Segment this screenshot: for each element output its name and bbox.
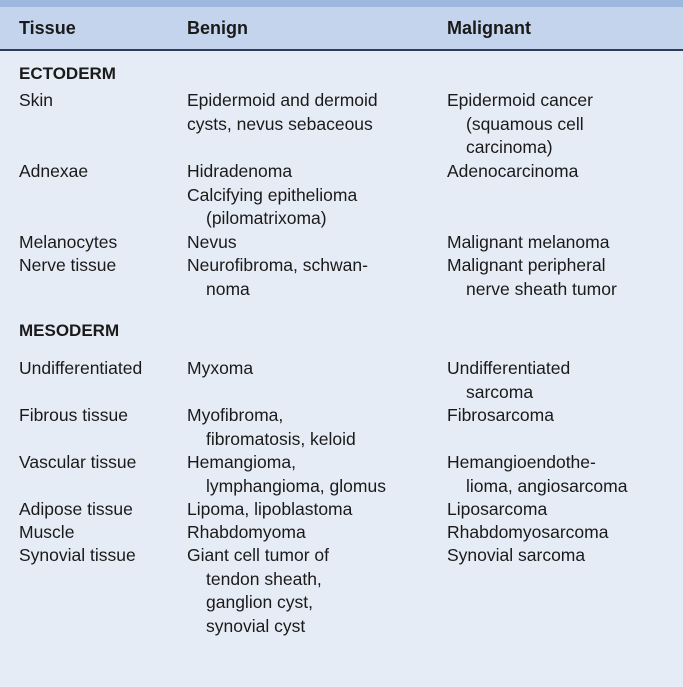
- cell-malignant: Synovial sarcoma: [447, 544, 677, 568]
- cell-malignant: Undifferentiated sarcoma: [447, 357, 677, 404]
- cell-tissue: Vascular tissue: [19, 451, 187, 475]
- cell-benign: Giant cell tumor of tendon sheath, gangl…: [187, 544, 445, 638]
- cell-line: tendon sheath,: [206, 568, 322, 589]
- cell-tissue: Melanocytes: [19, 231, 187, 255]
- cell-malignant: Epidermoid cancer (squamous cell carcino…: [447, 89, 677, 160]
- cell-line: Rhabdomyosarcoma: [447, 522, 609, 542]
- cell-line: Hemangioma,: [187, 452, 296, 472]
- cell-line: Epidermoid cancer: [447, 90, 593, 110]
- cell-line: Synovial tissue: [19, 545, 136, 565]
- cell-line: (pilomatrixoma): [206, 208, 327, 228]
- cell-line: Melanocytes: [19, 232, 118, 252]
- cell-line: sarcoma: [466, 381, 534, 402]
- cell-line: Fibrosarcoma: [447, 405, 554, 425]
- cell-tissue: Synovial tissue: [19, 544, 187, 568]
- cell-tissue: Nerve tissue: [19, 254, 187, 278]
- cell-line: cysts, nevus sebaceous: [187, 113, 373, 134]
- cell-tissue: Muscle: [19, 521, 187, 545]
- cell-line: Neurofibroma, schwan-: [187, 255, 368, 275]
- cell-line: Nerve tissue: [19, 255, 117, 275]
- cell-line: (squamous cell: [466, 113, 584, 134]
- cell-benign: Hemangioma, lymphangioma, glomus: [187, 451, 445, 498]
- header-rule: [0, 49, 683, 51]
- section-ectoderm: ECTODERM: [19, 64, 116, 83]
- cell-malignant: Malignant melanoma: [447, 231, 677, 255]
- cell-line: Hemangioendothe-: [447, 452, 596, 472]
- cell-malignant: Rhabdomyosarcoma: [447, 521, 677, 545]
- cell-line: nerve sheath tumor: [466, 278, 617, 299]
- cell-line: Synovial sarcoma: [447, 545, 586, 565]
- cell-line: Giant cell tumor of: [187, 545, 329, 565]
- cell-benign: Myxoma: [187, 357, 445, 381]
- cell-malignant: Adenocarcinoma: [447, 160, 677, 184]
- cell-line: Myofibroma,: [187, 405, 284, 425]
- cell-benign: Lipoma, lipoblastoma: [187, 498, 445, 522]
- cell-line: Hidradenoma: [187, 161, 293, 181]
- header-benign: Benign: [187, 18, 248, 38]
- cell-line: Adnexae: [19, 161, 89, 181]
- cell-malignant: Fibrosarcoma: [447, 404, 677, 428]
- cell-line: ganglion cyst,: [206, 592, 314, 612]
- cell-line: Malignant melanoma: [447, 232, 610, 252]
- table-header: Tissue Benign Malignant: [0, 7, 683, 49]
- cell-line: Vascular tissue: [19, 452, 137, 472]
- cell-line: fibromatosis, keloid: [206, 428, 356, 449]
- cell-benign: Hidradenoma Calcifying epithelioma (pilo…: [187, 160, 445, 231]
- cell-benign: Neurofibroma, schwan- noma: [187, 254, 445, 301]
- cell-line: Nevus: [187, 232, 237, 252]
- cell-line: Skin: [19, 90, 54, 110]
- cell-line: Undifferentiated: [447, 358, 571, 378]
- cell-line: lymphangioma, glomus: [206, 475, 386, 496]
- cell-line: Epidermoid and dermoid: [187, 90, 378, 110]
- cell-line: Liposarcoma: [447, 499, 548, 519]
- cell-malignant: Hemangioendothe- lioma, angiosarcoma: [447, 451, 677, 498]
- cell-tissue: Adipose tissue: [19, 498, 187, 522]
- top-accent-bar: [0, 0, 683, 7]
- cell-line: Undifferentiated: [19, 358, 143, 378]
- header-tissue: Tissue: [19, 18, 76, 38]
- cell-line: Myxoma: [187, 358, 254, 378]
- cell-line: Rhabdomyoma: [187, 522, 306, 542]
- cell-tissue: Adnexae: [19, 160, 187, 184]
- cell-line: synovial cyst: [206, 615, 306, 636]
- cell-benign: Epidermoid and dermoid cysts, nevus seba…: [187, 89, 445, 136]
- cell-line: Muscle: [19, 522, 75, 542]
- cell-tissue: Skin: [19, 89, 187, 113]
- cell-line: Malignant peripheral: [447, 255, 606, 275]
- section-mesoderm: MESODERM: [19, 321, 120, 340]
- header-malignant: Malignant: [447, 18, 531, 38]
- cell-line: Fibrous tissue: [19, 405, 128, 425]
- cell-benign: Rhabdomyoma: [187, 521, 445, 545]
- cell-line: Lipoma, lipoblastoma: [187, 499, 353, 519]
- cell-line: carcinoma): [466, 137, 553, 157]
- cell-line: noma: [206, 278, 250, 299]
- cell-benign: Myofibroma, fibromatosis, keloid: [187, 404, 445, 451]
- cell-tissue: Undifferentiated: [19, 357, 187, 381]
- cell-line: lioma, angiosarcoma: [466, 475, 628, 496]
- cell-benign: Nevus: [187, 231, 445, 255]
- cell-line: Adenocarcinoma: [447, 161, 579, 181]
- cell-line: Adipose tissue: [19, 499, 133, 519]
- cell-malignant: Liposarcoma: [447, 498, 677, 522]
- cell-tissue: Fibrous tissue: [19, 404, 187, 428]
- cell-line: Calcifying epithelioma: [187, 184, 358, 205]
- cell-malignant: Malignant peripheral nerve sheath tumor: [447, 254, 677, 301]
